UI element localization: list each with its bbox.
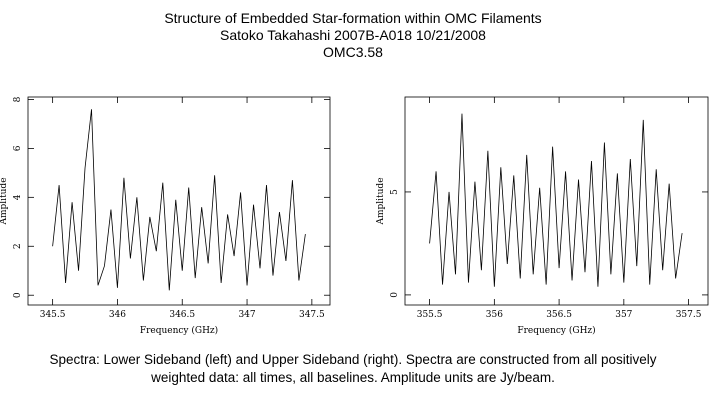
x-axis-label: Frequency (GHz)	[140, 325, 218, 336]
y-tick-label: 8	[13, 96, 23, 102]
y-tick-label: 6	[13, 145, 23, 151]
subtitle: Satoko Takahashi 2007B-A018 10/21/2008	[220, 27, 486, 43]
x-tick-label: 357	[615, 310, 632, 320]
x-tick-label: 356	[486, 310, 503, 320]
x-tick-label: 355.5	[417, 310, 443, 320]
spectrum-line	[52, 109, 306, 291]
source-name: OMC3.58	[323, 44, 383, 60]
y-tick-label: 2	[13, 243, 23, 249]
y-tick-label: 4	[13, 194, 23, 200]
plot-frame	[27, 96, 331, 306]
y-tick-label: 0	[13, 292, 23, 298]
x-tick-label: 347.5	[299, 310, 325, 320]
y-tick-label: 5	[390, 189, 400, 195]
x-tick-label: 346.5	[169, 310, 195, 320]
spectrum-line	[429, 113, 683, 287]
y-tick-label: 0	[390, 292, 400, 298]
y-axis-label: Amplitude	[376, 177, 386, 225]
x-tick-label: 345.5	[40, 310, 66, 320]
x-tick-label: 346	[109, 310, 126, 320]
x-tick-label: 357.5	[676, 310, 702, 320]
y-axis-label: Amplitude	[0, 177, 9, 225]
x-tick-label: 356.5	[546, 310, 572, 320]
caption: weighted data: all times, all baselines.…	[150, 370, 555, 385]
caption: Spectra: Lower Sideband (left) and Upper…	[49, 352, 656, 367]
x-axis-label: Frequency (GHz)	[517, 325, 595, 336]
plot-frame	[404, 96, 709, 306]
title: Structure of Embedded Star-formation wit…	[164, 10, 541, 26]
x-tick-label: 347	[238, 310, 255, 320]
